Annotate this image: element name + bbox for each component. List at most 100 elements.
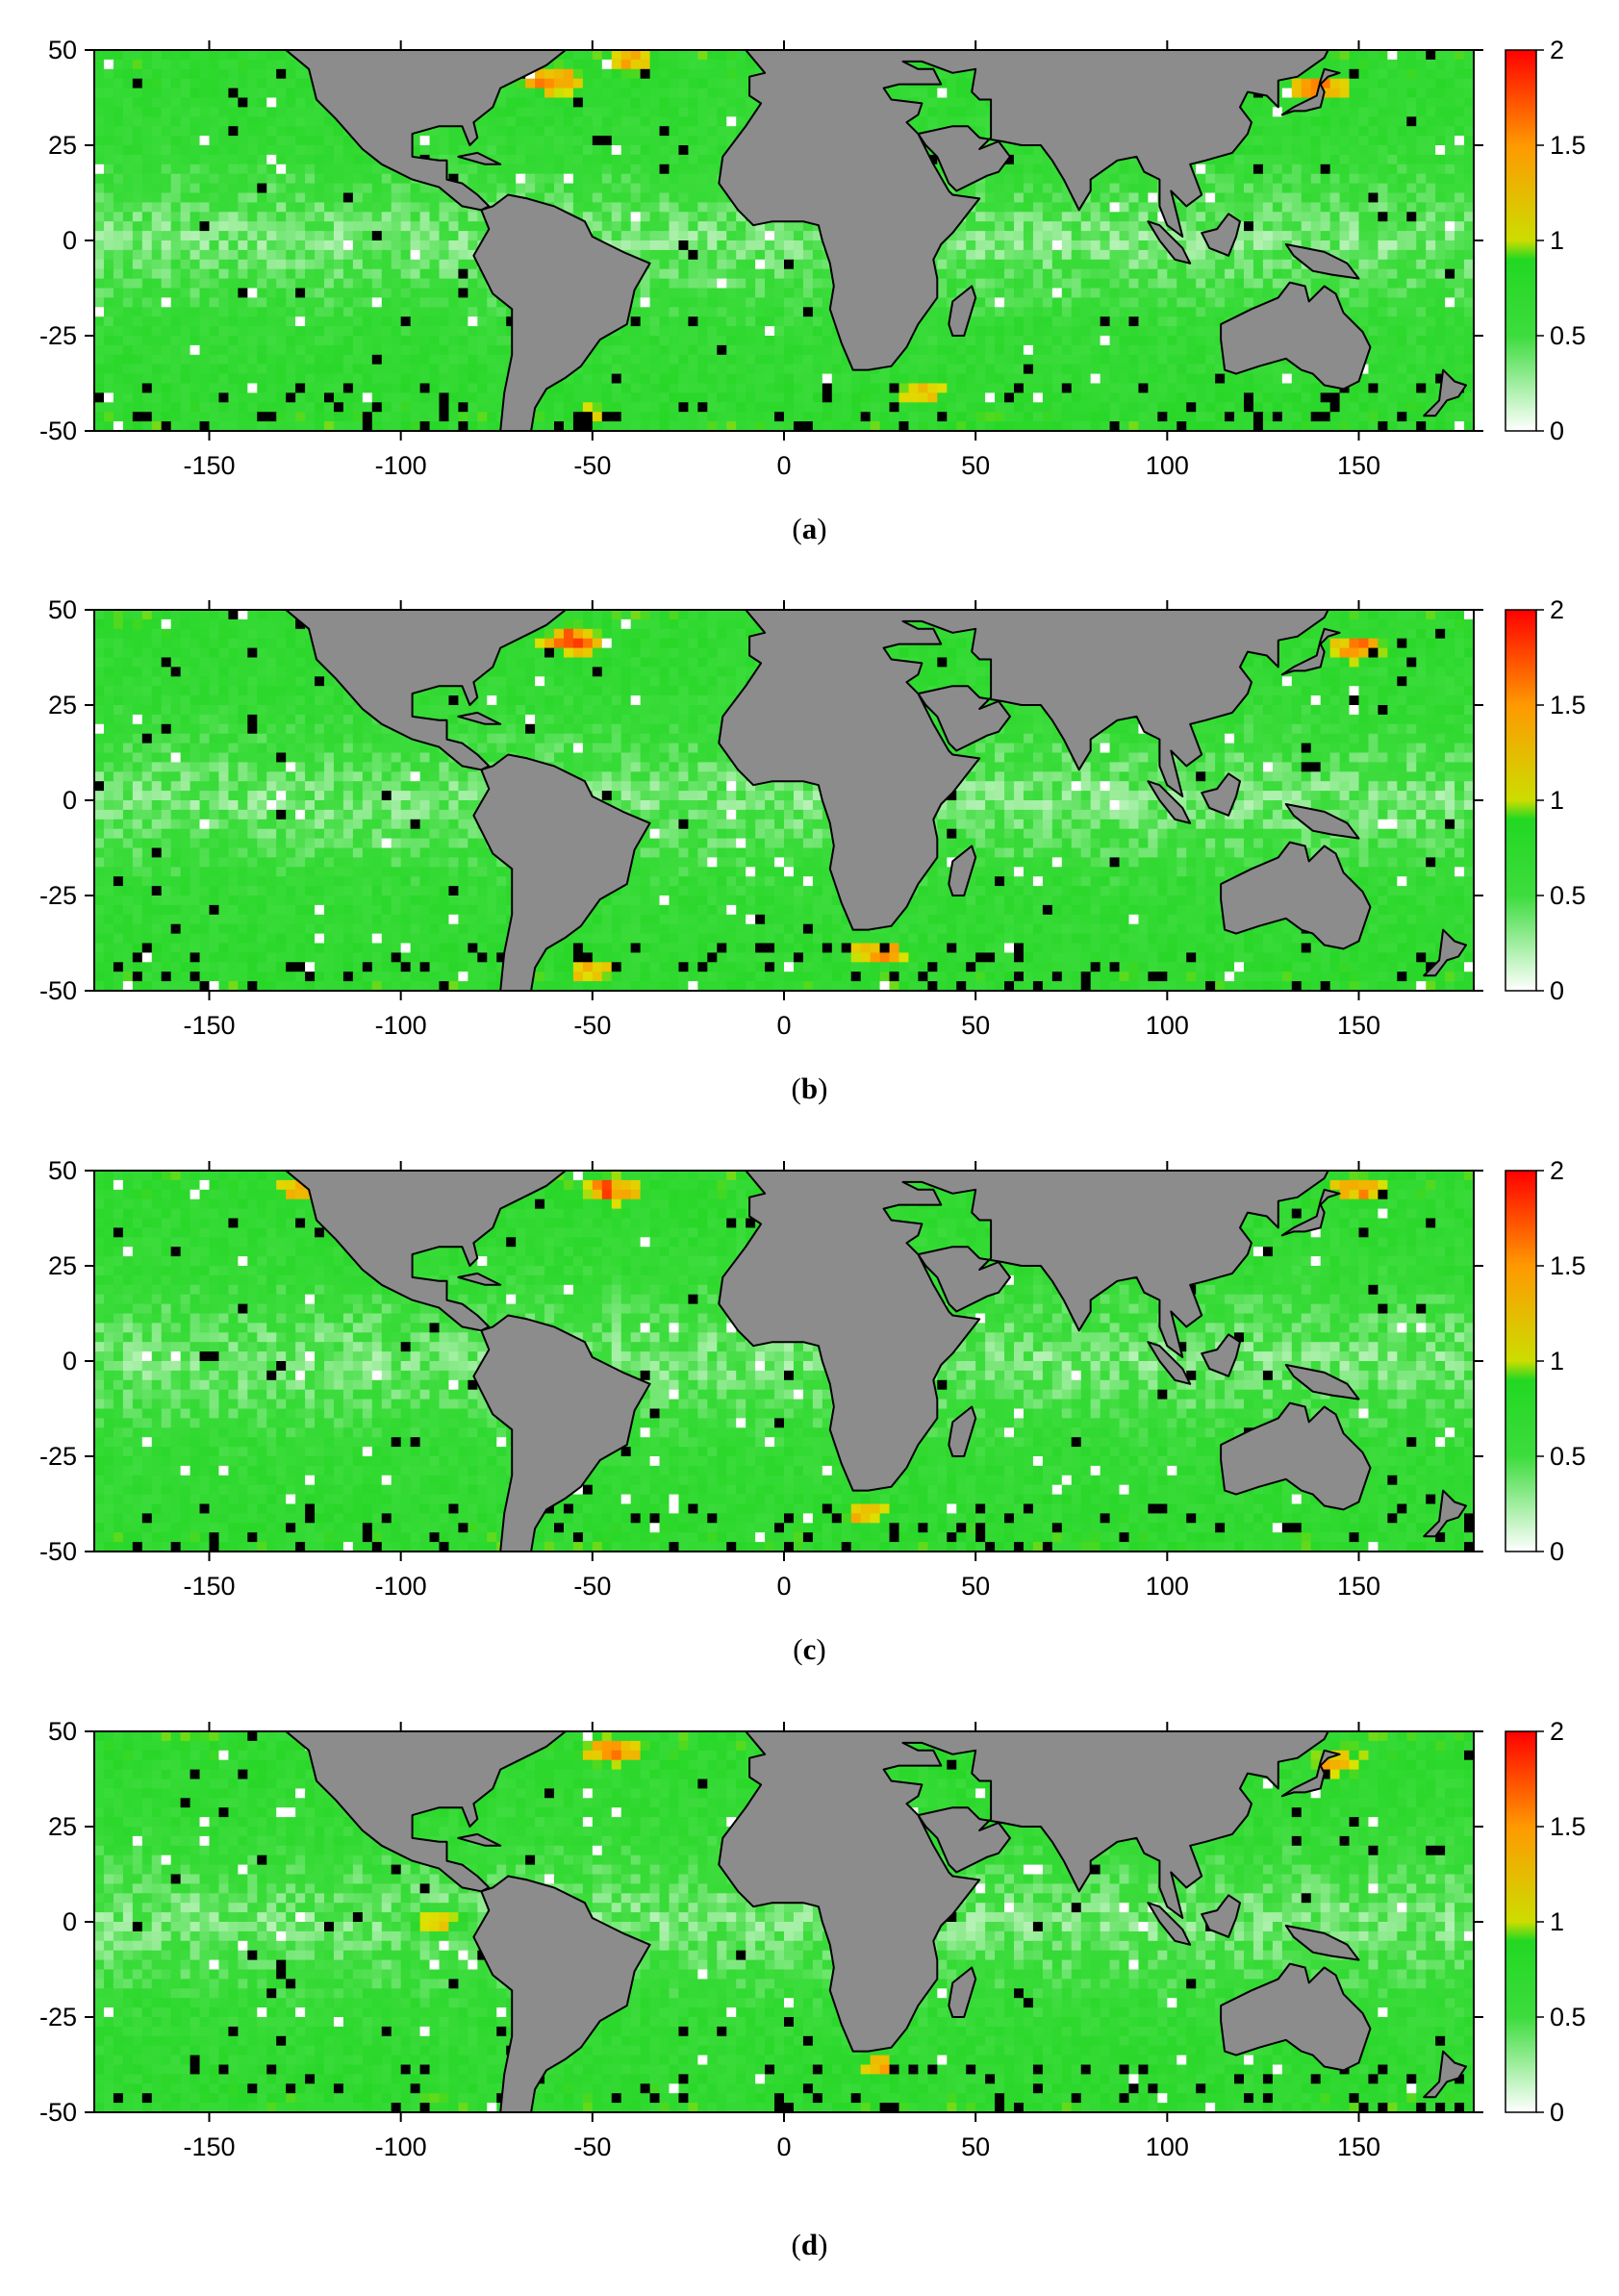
- y-tick-label: 0: [63, 226, 77, 255]
- x-tick-label: -50: [573, 1572, 611, 1601]
- map-panel-d: -150 -100 -50 0 50 100 150 50 25 0 -25 -50 2 1.5 1 0.5 0…: [0, 1681, 1619, 2261]
- x-tick-label: -150: [183, 451, 235, 480]
- y-tick-label: 50: [48, 1717, 77, 1746]
- x-tick-label: 150: [1337, 1572, 1380, 1601]
- land-japan: [1280, 627, 1341, 676]
- y-tick-label: 25: [48, 691, 77, 719]
- map-panel-a: -150 -100 -50 0 50 100 150 50 25 0 -25 -50 2 1.5 1 0.5 0…: [0, 0, 1619, 568]
- y-tick-label: -25: [39, 2003, 77, 2031]
- x-tick-label: 100: [1146, 451, 1189, 480]
- y-tick-label: 25: [48, 1251, 77, 1280]
- colorbar-tick-label: 1: [1550, 786, 1564, 815]
- y-tick-label: -25: [39, 881, 77, 910]
- x-tick-label: 50: [961, 2132, 990, 2161]
- map-svg-b: -150 -100 -50 0 50 100 150 50 25 0 -25 -50 2 1.5 1 0.5 0: [39, 595, 1586, 1040]
- land-new-guinea: [1284, 243, 1360, 280]
- land-sumatra: [1147, 780, 1192, 824]
- x-tick-label: 0: [776, 451, 791, 480]
- land-eurasia-africa: [718, 50, 1329, 371]
- caption-c: (c): [0, 1632, 1619, 1667]
- land-eurasia-africa: [718, 610, 1329, 931]
- land-madagascar: [948, 285, 977, 337]
- land-madagascar: [948, 845, 977, 896]
- x-tick-label: -50: [573, 1011, 611, 1040]
- map-svg-a: -150 -100 -50 0 50 100 150 50 25 0 -25 -50 2 1.5 1 0.5 0: [39, 36, 1586, 480]
- land-new-guinea: [1284, 1364, 1360, 1400]
- x-tick-label: -150: [183, 2132, 235, 2161]
- y-tick-label: 50: [48, 595, 77, 624]
- x-tick-label: -150: [183, 1572, 235, 1601]
- x-tick-label: -100: [375, 2132, 427, 2161]
- colorbar-tick-label: 1: [1550, 1907, 1564, 1936]
- map-svg-d: -150 -100 -50 0 50 100 150 50 25 0 -25 -50 2 1.5 1 0.5 0: [39, 1717, 1586, 2161]
- land-new-zealand: [1423, 928, 1467, 977]
- land-australia: [1220, 281, 1372, 391]
- x-tick-label: -50: [573, 451, 611, 480]
- land-eurasia-africa: [718, 1171, 1329, 1492]
- land-borneo: [1201, 1333, 1241, 1377]
- land-borneo: [1201, 213, 1241, 257]
- land-borneo: [1201, 772, 1241, 817]
- caption-d: (d): [0, 2228, 1619, 2262]
- y-tick-label: -25: [39, 321, 77, 350]
- land-north-america: [285, 610, 567, 771]
- land-new-zealand: [1423, 1489, 1467, 1538]
- land-sumatra: [1147, 220, 1192, 265]
- caption-b: (b): [0, 1072, 1619, 1106]
- land-south-america: [472, 1875, 651, 2112]
- y-tick-label: 0: [63, 1907, 77, 1936]
- x-tick-label: 100: [1146, 1011, 1189, 1040]
- land-south-america: [472, 193, 651, 431]
- x-tick-label: 150: [1337, 2132, 1380, 2161]
- land-south-america: [472, 1314, 651, 1552]
- x-tick-label: 50: [961, 1011, 990, 1040]
- caption-a: (a): [0, 512, 1619, 546]
- x-tick-label: -100: [375, 1572, 427, 1601]
- land-cuba: [457, 711, 502, 725]
- colorbar-tick-label: 0.5: [1550, 1442, 1586, 1471]
- colorbar-tick-label: 2: [1550, 1156, 1564, 1185]
- x-tick-label: -100: [375, 451, 427, 480]
- colorbar-tick-label: 2: [1550, 595, 1564, 624]
- land-japan: [1280, 1188, 1341, 1237]
- colorbar-tick-label: 1: [1550, 1347, 1564, 1375]
- colorbar: [1505, 1730, 1537, 2113]
- colorbar-tick-label: 0.5: [1550, 881, 1586, 910]
- land-new-guinea: [1284, 1925, 1360, 1961]
- y-tick-label: -50: [39, 416, 77, 445]
- y-tick-label: 0: [63, 1347, 77, 1375]
- colorbar: [1505, 49, 1537, 432]
- land-cuba: [457, 1272, 502, 1286]
- colorbar-tick-label: 0.5: [1550, 2003, 1586, 2031]
- map-panel-c: -150 -100 -50 0 50 100 150 50 25 0 -25 -50 2 1.5 1 0.5 0…: [0, 1121, 1619, 1688]
- map-svg-c: -150 -100 -50 0 50 100 150 50 25 0 -25 -50 2 1.5 1 0.5 0: [39, 1156, 1586, 1601]
- x-tick-label: 150: [1337, 451, 1380, 480]
- y-tick-label: -50: [39, 1537, 77, 1566]
- colorbar-tick-label: 1.5: [1550, 691, 1586, 719]
- y-tick-label: -50: [39, 976, 77, 1005]
- colorbar-tick-label: 0.5: [1550, 321, 1586, 350]
- land-australia: [1220, 841, 1372, 950]
- colorbar: [1505, 1170, 1537, 1552]
- colorbar-tick-label: 0: [1550, 416, 1564, 445]
- colorbar-tick-label: 0: [1550, 1537, 1564, 1566]
- land-sumatra: [1147, 1902, 1192, 1946]
- land-north-america: [285, 50, 567, 212]
- x-tick-label: 100: [1146, 2132, 1189, 2161]
- land-sumatra: [1147, 1341, 1192, 1385]
- land-new-guinea: [1284, 803, 1360, 840]
- colorbar-tick-label: 0: [1550, 2098, 1564, 2127]
- land-new-zealand: [1423, 368, 1467, 417]
- y-tick-label: -50: [39, 2098, 77, 2127]
- land-madagascar: [948, 1405, 977, 1457]
- land-madagascar: [948, 1966, 977, 2018]
- land-japan: [1280, 1749, 1341, 1798]
- y-tick-label: 50: [48, 36, 77, 64]
- colorbar-tick-label: 1: [1550, 226, 1564, 255]
- land-cuba: [457, 151, 502, 165]
- x-tick-label: 0: [776, 2132, 791, 2161]
- y-tick-label: 25: [48, 1812, 77, 1841]
- land-borneo: [1201, 1894, 1241, 1938]
- x-tick-label: 50: [961, 451, 990, 480]
- x-tick-label: 0: [776, 1572, 791, 1601]
